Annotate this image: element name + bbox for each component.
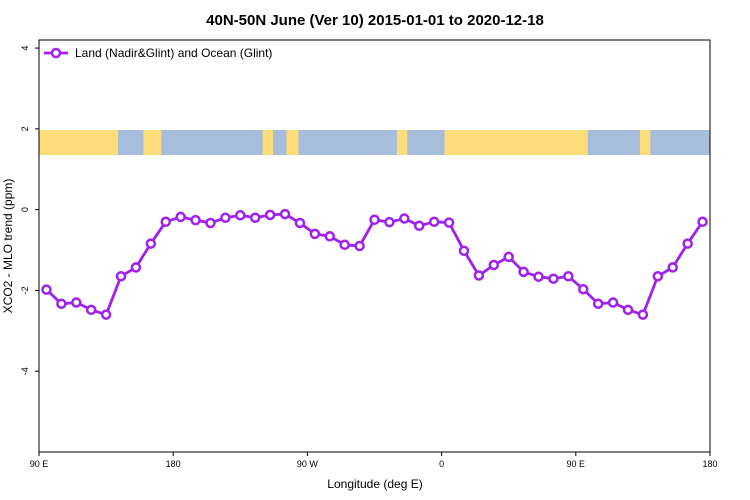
y-tick-label: -4 bbox=[20, 367, 30, 375]
map-land bbox=[262, 130, 274, 155]
data-point bbox=[339, 239, 350, 251]
y-axis: 4 2 0 -2 -4 bbox=[20, 46, 39, 375]
y-tick-label: 4 bbox=[20, 46, 30, 51]
data-point bbox=[399, 213, 410, 224]
data-point bbox=[622, 304, 634, 316]
data-point bbox=[130, 262, 142, 273]
data-point bbox=[428, 216, 440, 228]
data-point bbox=[607, 297, 619, 308]
x-tick-label: 90 W bbox=[297, 459, 319, 469]
map-strip bbox=[39, 130, 710, 155]
data-point bbox=[85, 304, 97, 316]
legend-marker bbox=[50, 47, 62, 59]
data-point bbox=[384, 216, 395, 228]
x-tick-label: 90 E bbox=[567, 459, 586, 469]
x-axis: 90 E 180 90 W 0 90 E 180 bbox=[30, 452, 718, 469]
data-point bbox=[175, 211, 186, 223]
x-tick-label: 180 bbox=[166, 459, 181, 469]
map-land bbox=[444, 130, 588, 155]
data-point bbox=[294, 217, 306, 229]
data-point bbox=[220, 212, 231, 223]
data-point bbox=[473, 270, 485, 281]
y-axis-title: XCO2 - MLO trend (ppm) bbox=[1, 179, 15, 314]
data-point bbox=[518, 266, 529, 278]
y-tick-label: 2 bbox=[20, 126, 30, 131]
data-point bbox=[160, 216, 171, 228]
data-point bbox=[413, 220, 425, 232]
map-land bbox=[143, 130, 162, 155]
data-point bbox=[637, 309, 649, 320]
data-point bbox=[41, 284, 52, 295]
data-point bbox=[503, 251, 514, 263]
data-point bbox=[578, 283, 589, 295]
data-point bbox=[652, 271, 664, 282]
chart-title: 40N-50N June (Ver 10) 2015-01-01 to 2020… bbox=[206, 12, 544, 29]
series-line bbox=[45, 212, 704, 317]
legend: Land (Nadir&Glint) and Ocean (Glint) bbox=[44, 46, 272, 60]
map-ocean bbox=[39, 130, 710, 155]
data-point bbox=[115, 271, 127, 282]
data-point bbox=[235, 210, 246, 221]
data-point bbox=[100, 309, 112, 320]
data-point bbox=[369, 214, 380, 225]
plot-area bbox=[41, 208, 708, 320]
data-point bbox=[458, 245, 470, 257]
legend-label: Land (Nadir&Glint) and Ocean (Glint) bbox=[75, 46, 272, 60]
data-point bbox=[71, 297, 82, 308]
x-tick-label: 0 bbox=[439, 459, 444, 469]
x-tick-label: 90 E bbox=[30, 459, 49, 469]
y-tick-label: -2 bbox=[20, 286, 30, 294]
data-point bbox=[548, 273, 559, 284]
data-point bbox=[682, 238, 693, 249]
map-land bbox=[39, 130, 119, 155]
data-point bbox=[324, 231, 336, 242]
data-point bbox=[533, 271, 544, 282]
data-point bbox=[279, 208, 291, 220]
data-point bbox=[205, 217, 216, 229]
data-point bbox=[145, 238, 157, 249]
plot-frame bbox=[38, 39, 711, 453]
map-land bbox=[286, 130, 299, 155]
x-axis-title: Longitude (deg E) bbox=[327, 477, 422, 491]
data-point bbox=[488, 259, 500, 271]
data-point bbox=[309, 228, 321, 240]
data-point bbox=[354, 240, 365, 252]
data-point bbox=[667, 262, 678, 273]
data-point bbox=[443, 217, 455, 228]
data-point bbox=[592, 298, 604, 310]
data-point bbox=[563, 271, 574, 282]
data-point bbox=[697, 216, 708, 228]
data-point bbox=[190, 214, 201, 226]
x-tick-label: 180 bbox=[702, 459, 717, 469]
map-land bbox=[639, 130, 651, 155]
map-land bbox=[396, 130, 408, 155]
data-point bbox=[264, 209, 276, 221]
data-point bbox=[56, 298, 67, 310]
y-tick-label: 0 bbox=[20, 207, 30, 212]
data-point bbox=[249, 212, 261, 223]
